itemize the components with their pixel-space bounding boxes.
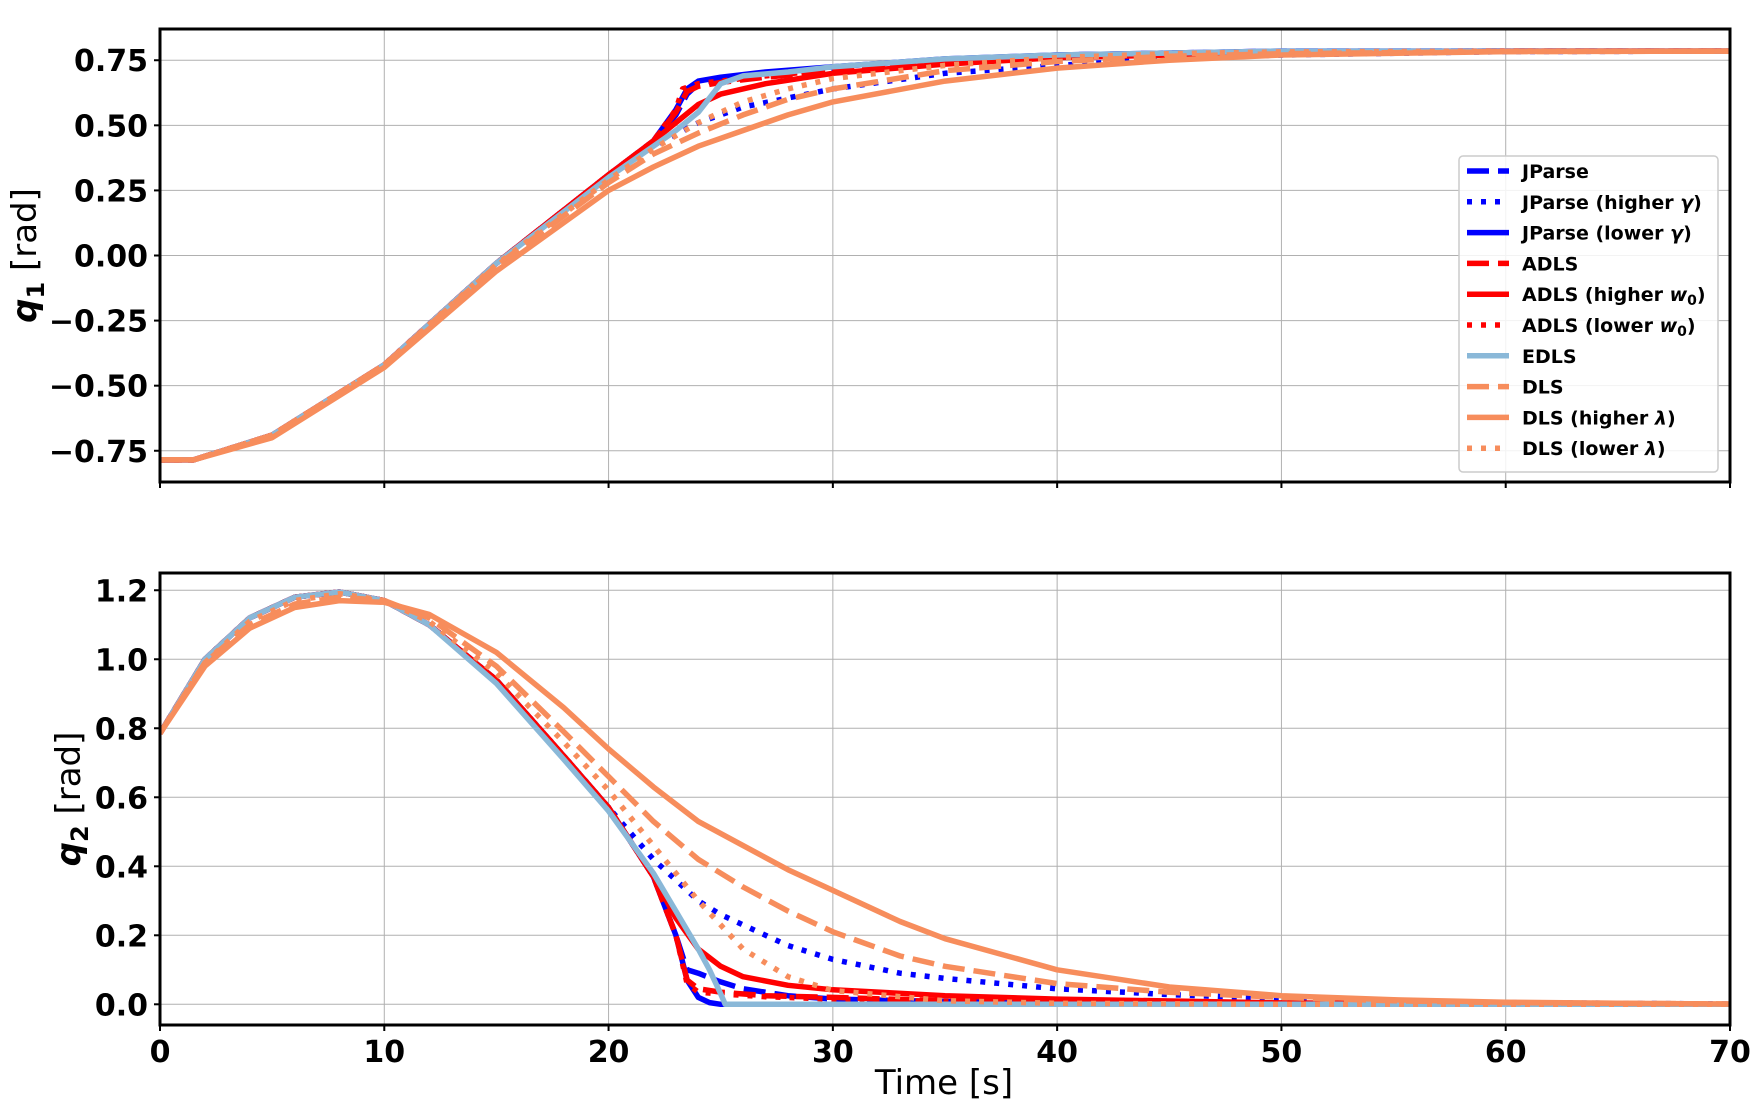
y-tick-label: −0.75: [49, 435, 148, 470]
y-tick-label: −0.50: [49, 370, 148, 405]
legend-label: DLS (higher λ): [1522, 407, 1676, 429]
y-axis-subscript: 2: [66, 825, 94, 842]
legend-entry: EDLS: [1467, 346, 1577, 368]
x-tick-label: 60: [1485, 1035, 1527, 1070]
series-line-8: [160, 597, 1730, 1007]
y-axis-subscript: 1: [22, 282, 50, 299]
series-lines: [160, 589, 1730, 1008]
y-tick-label: 0.00: [74, 240, 148, 275]
series-line-3: [160, 589, 1730, 1008]
y-tick-label: 0.50: [74, 109, 148, 144]
q2-subplot: 0 10 20 30 40 50 60 70 0.0 0.2 0.4 0.6 0.8 1.0 1.2 q2 […: [49, 571, 1751, 1070]
x-axis-label: Time [s]: [874, 1063, 1013, 1103]
series-line-6: [160, 589, 1730, 1008]
y-tick-label: 1.2: [95, 574, 148, 609]
legend-label: EDLS: [1522, 346, 1577, 368]
legend-label: JParse (higher γ): [1520, 192, 1702, 214]
x-tick-label: 50: [1261, 1035, 1303, 1070]
y-tick-label: −0.25: [49, 305, 148, 340]
series-line-9: [160, 48, 1730, 463]
plot-frame: [158, 571, 1732, 1027]
legend-entry: ADLS (lower w0): [1467, 315, 1696, 340]
x-tick-label: 30: [812, 1035, 854, 1070]
legend-label: DLS (lower λ): [1522, 438, 1666, 460]
x-tick-label: 10: [363, 1035, 405, 1070]
y-axis-unit: [rad]: [49, 732, 89, 826]
legend: JParse JParse (higher γ) JParse (lower γ) A…: [1458, 155, 1719, 473]
series-line-9: [160, 590, 1730, 1008]
series-line-4: [160, 589, 1730, 1008]
y-axis-label: q1 [rad]: [5, 188, 50, 323]
y-tick-label: 0.8: [95, 712, 148, 747]
y-tick-label: 0.75: [74, 44, 148, 79]
legend-entry: DLS (higher λ): [1467, 407, 1676, 429]
y-tick-label: 1.0: [95, 643, 148, 678]
legend-entry: ADLS: [1467, 253, 1578, 275]
series-line-7: [160, 594, 1730, 1007]
series-line-2: [160, 589, 1730, 1008]
legend-entry: JParse (higher γ): [1467, 192, 1702, 214]
y-axis-symbol: q: [49, 842, 89, 866]
x-tick-label: 40: [1036, 1035, 1078, 1070]
legend-label: ADLS (higher w0): [1522, 284, 1706, 309]
legend-label: ADLS (lower w0): [1522, 315, 1696, 340]
legend-entry: DLS (lower λ): [1467, 438, 1666, 460]
y-axis-unit: [rad]: [5, 188, 45, 282]
y-tick-label: 0.0: [95, 988, 148, 1023]
legend-box: [1458, 155, 1719, 473]
q1-subplot: −0.75 −0.50 −0.25 0.00 0.25 0.50 0.75 q1 [rad]: [5, 27, 1732, 488]
series-lines: [160, 48, 1730, 463]
legend-label: JParse: [1520, 161, 1589, 183]
legend-label: ADLS: [1522, 253, 1578, 275]
series-line-0: [160, 589, 1730, 1008]
grid: [159, 573, 1731, 1025]
y-axis-label: q2 [rad]: [49, 732, 94, 867]
x-tick-label: 70: [1709, 1035, 1751, 1070]
legend-entry: DLS: [1467, 377, 1564, 399]
series-line-1: [160, 589, 1730, 1007]
y-axis-symbol: q: [5, 299, 45, 323]
legend-entry: JParse: [1467, 161, 1589, 183]
y-tick-label: 0.25: [74, 174, 148, 209]
legend-entry: ADLS (higher w0): [1467, 284, 1706, 309]
series-line-5: [160, 589, 1730, 1008]
legend-label: DLS: [1522, 377, 1564, 399]
legend-label: JParse (lower γ): [1520, 223, 1692, 245]
series-line-8: [160, 48, 1730, 463]
legend-entry: JParse (lower γ): [1467, 223, 1692, 245]
y-tick-label: 0.6: [95, 781, 148, 816]
y-tick-label: 0.2: [95, 919, 148, 954]
x-tick-label: 0: [150, 1035, 171, 1070]
y-tick-label: 0.4: [95, 850, 148, 885]
x-tick-label: 20: [588, 1035, 630, 1070]
